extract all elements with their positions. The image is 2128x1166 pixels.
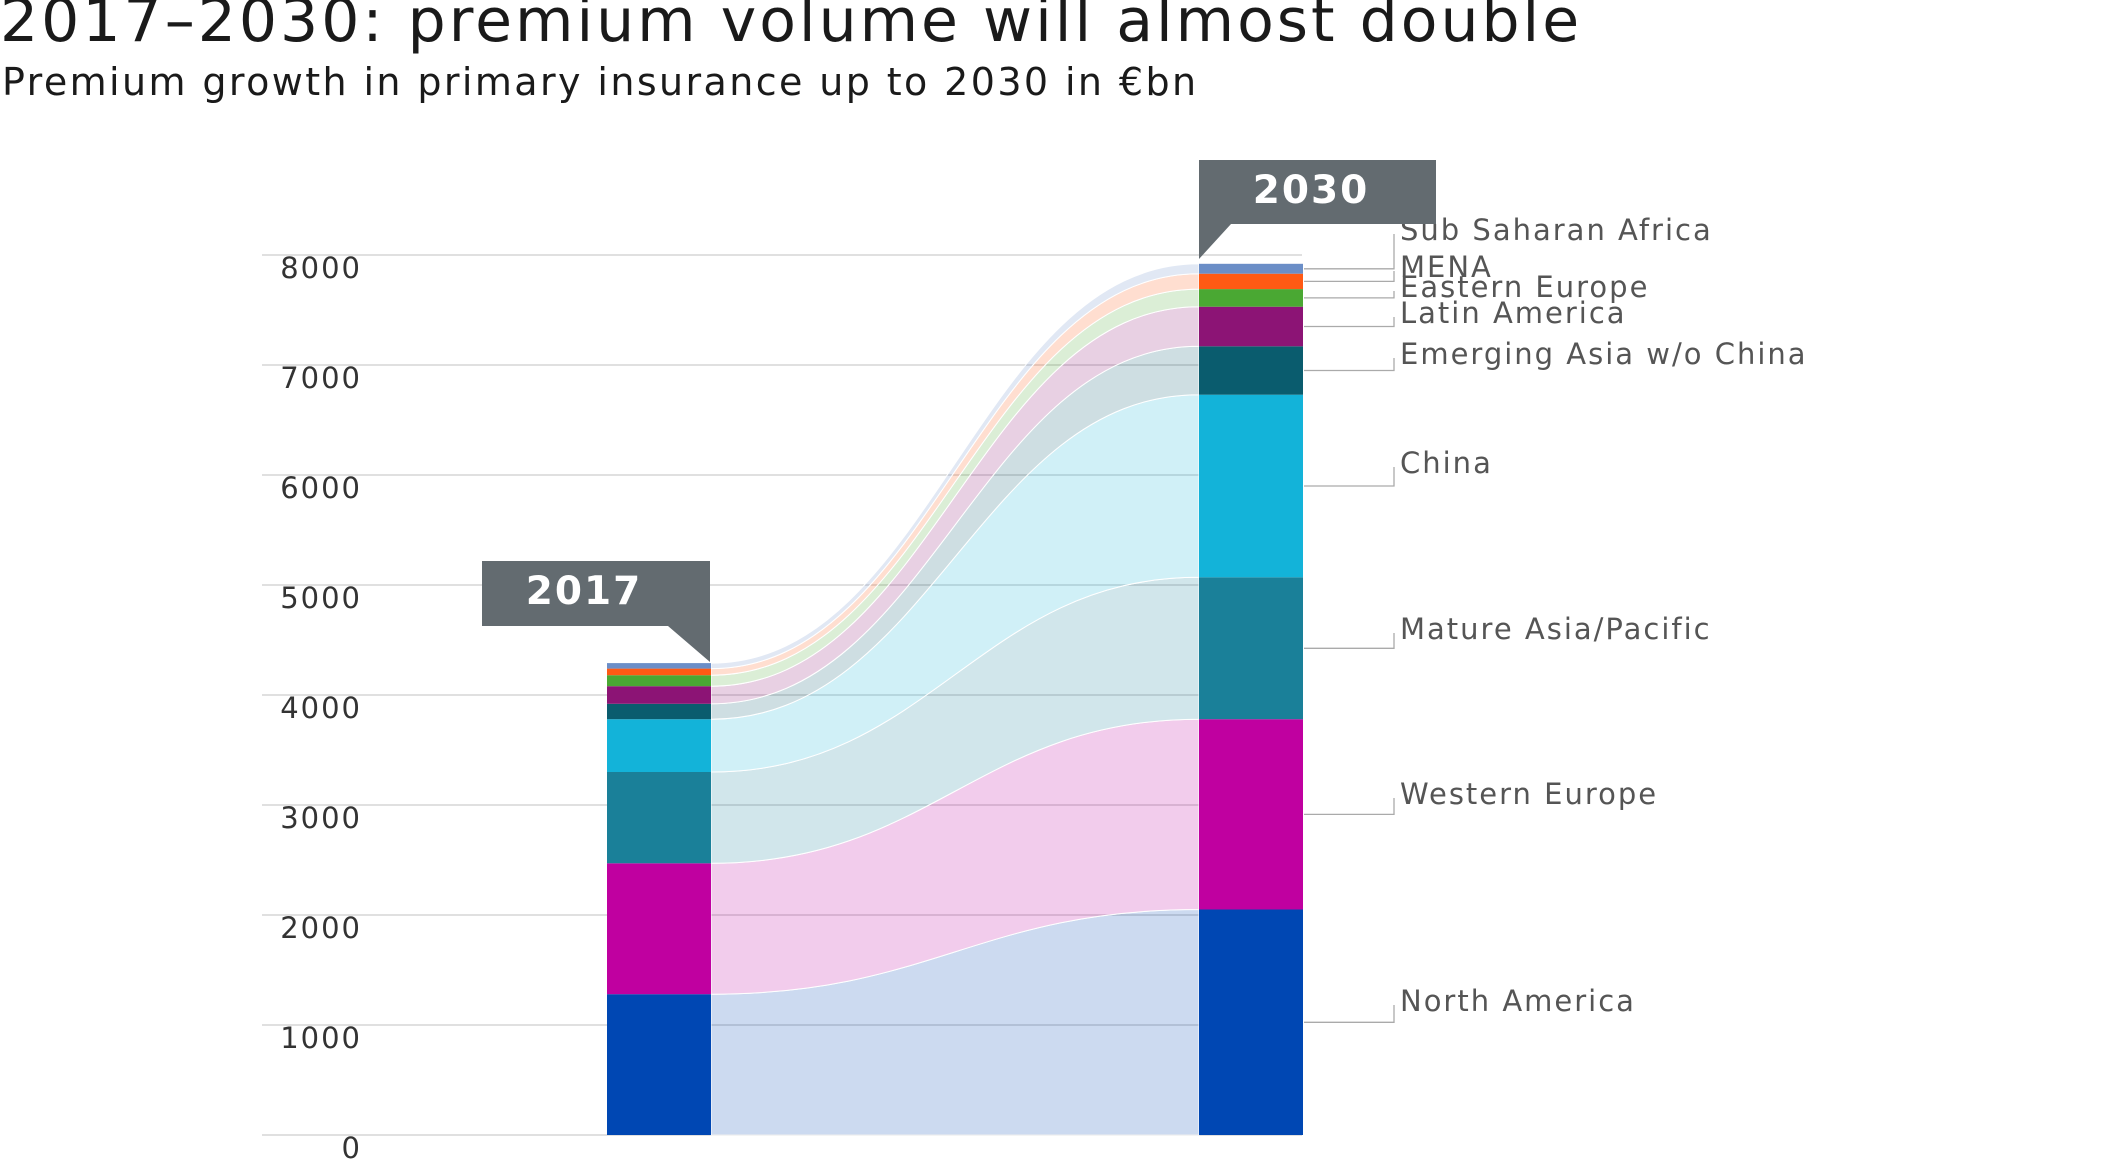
legend-leader-line xyxy=(1304,1005,1395,1023)
legend-leader-line xyxy=(1304,317,1395,328)
bars xyxy=(607,263,1303,1135)
year-callouts: 2017 2030 xyxy=(482,160,1436,662)
legend-label: China xyxy=(1400,446,1493,480)
legend-label: North America xyxy=(1400,984,1636,1018)
bar-segment xyxy=(607,668,711,676)
legend-leader-line xyxy=(1304,291,1395,299)
bar-segment xyxy=(607,772,711,864)
legend-leader-line xyxy=(1304,358,1395,372)
legend-label: MENA xyxy=(1400,250,1493,284)
legend-label: Sub Saharan Africa xyxy=(1400,213,1713,247)
bar-segment xyxy=(1199,346,1303,395)
legend-leader-line xyxy=(1304,234,1395,270)
category-label: 2017 xyxy=(526,569,643,614)
bar-segment xyxy=(1199,263,1303,274)
y-tick-label: 1000 xyxy=(280,1021,362,1055)
bar-segment xyxy=(1199,273,1303,290)
legend-leader-line xyxy=(1304,798,1395,816)
bar-segment xyxy=(607,994,711,1135)
legend-leader-line xyxy=(1304,467,1395,487)
flow-bands xyxy=(710,263,1200,1136)
bar-segment xyxy=(1199,909,1303,1135)
legend-leader-line xyxy=(1304,271,1395,283)
y-tick-label: 8000 xyxy=(280,251,362,285)
bar-segment xyxy=(607,675,711,687)
y-tick-label: 4000 xyxy=(280,691,362,725)
legend-leader-line xyxy=(1304,633,1395,649)
legend-label: Latin America xyxy=(1400,296,1627,330)
bar-segment xyxy=(607,863,711,995)
y-axis: 0 1000 2000 3000 4000 5000 6000 7000 8000 xyxy=(280,251,362,1165)
chart-title: 2017–2030: premium volume will almost do… xyxy=(0,0,1583,56)
bar-segment xyxy=(607,719,711,772)
year-callout-2017 xyxy=(482,561,710,662)
y-tick-label: 3000 xyxy=(280,801,362,835)
bar-segment xyxy=(1199,394,1303,578)
legend-label: Emerging Asia w/o China xyxy=(1400,337,1808,371)
y-tick-label: 7000 xyxy=(280,361,362,395)
legend-label: Mature Asia/Pacific xyxy=(1400,612,1712,646)
year-callout-2030 xyxy=(1199,160,1436,259)
bar-segment xyxy=(1199,289,1303,307)
gridlines xyxy=(262,254,1302,1136)
y-tick-label: 0 xyxy=(342,1131,362,1165)
bar-segment xyxy=(607,686,711,704)
bar-segment xyxy=(1199,306,1303,347)
category-label: 2030 xyxy=(1253,168,1370,213)
y-tick-label: 6000 xyxy=(280,471,362,505)
legend-label: Eastern Europe xyxy=(1400,270,1649,304)
bar-segment xyxy=(1199,577,1303,720)
y-tick-label: 2000 xyxy=(280,911,362,945)
y-tick-label: 5000 xyxy=(280,581,362,615)
bar-segment xyxy=(607,703,711,720)
legend-label: Western Europe xyxy=(1400,777,1658,811)
bar-segment xyxy=(1199,719,1303,910)
chart-subtitle: Premium growth in primary insurance up t… xyxy=(2,60,1199,104)
bar-segment xyxy=(607,663,711,669)
